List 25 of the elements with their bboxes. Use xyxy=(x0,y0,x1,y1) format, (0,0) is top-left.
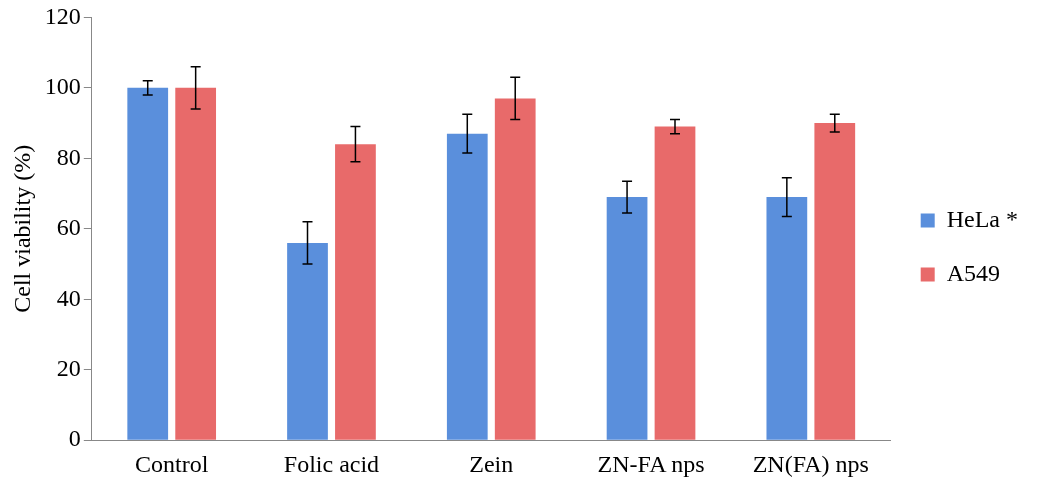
y-tick-label: 120 xyxy=(44,2,81,29)
x-tick-label: Control xyxy=(135,450,209,477)
bar xyxy=(606,197,648,440)
legend-label: HeLa * xyxy=(946,205,1018,232)
y-tick-label: 60 xyxy=(56,214,81,241)
y-tick-label: 80 xyxy=(56,143,81,170)
legend-label: A549 xyxy=(946,259,1001,286)
x-tick-label: Zein xyxy=(469,450,514,477)
x-tick-label: ZN(FA) nps xyxy=(752,450,869,477)
bar xyxy=(335,144,376,440)
bar xyxy=(175,87,217,440)
y-axis-title: Cell viability (%) xyxy=(8,144,35,313)
y-tick-label: 100 xyxy=(44,73,81,100)
bar xyxy=(127,87,169,440)
bar xyxy=(654,126,696,440)
y-tick-label: 40 xyxy=(56,284,81,311)
bar xyxy=(814,123,856,440)
x-tick-label: ZN-FA nps xyxy=(597,450,705,477)
x-tick-label: Folic acid xyxy=(283,450,380,477)
bar xyxy=(287,242,328,440)
y-tick-label: 20 xyxy=(56,355,81,382)
bar xyxy=(494,98,536,440)
bar xyxy=(766,197,808,440)
y-tick-label: 0 xyxy=(68,425,81,452)
bar xyxy=(446,133,488,440)
